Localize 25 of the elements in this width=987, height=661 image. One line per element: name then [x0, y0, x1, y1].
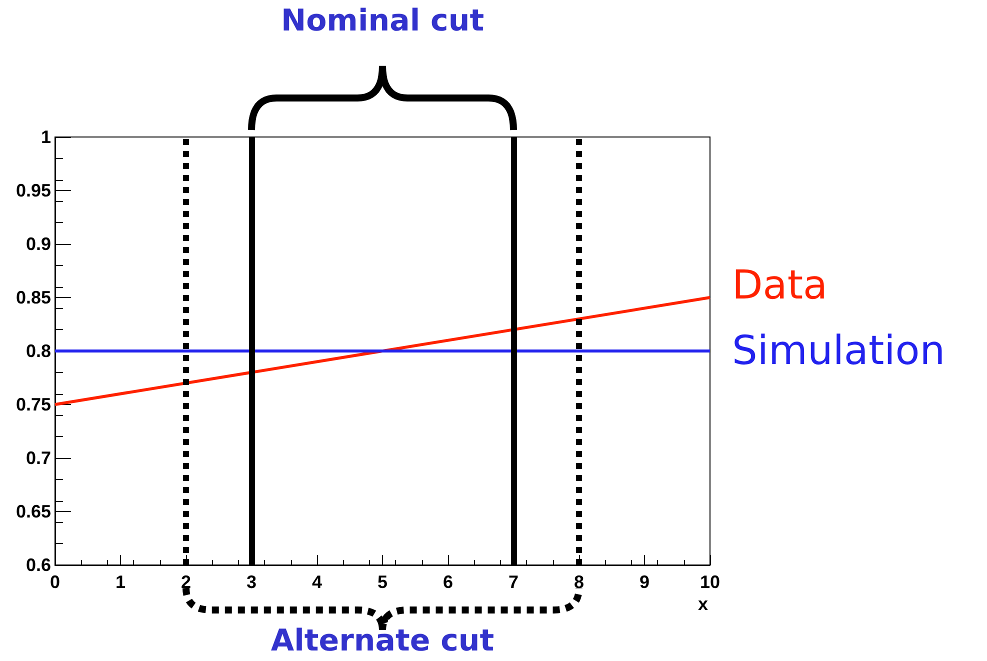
y-tick-label: 0.8 [26, 341, 51, 361]
y-tick-label: 0.85 [16, 288, 51, 308]
y-tick-label: 0.9 [26, 234, 51, 254]
y-tick-label: 0.7 [26, 448, 51, 468]
x-tick-label: 5 [377, 572, 388, 592]
y-tick-label: 0.65 [16, 502, 51, 522]
series-label: Simulation [732, 328, 946, 374]
x-tick-label: 8 [574, 572, 584, 592]
x-tick-label: 1 [115, 572, 126, 592]
y-tick-label: 0.75 [16, 394, 51, 414]
y-tick-label: 0.95 [16, 180, 51, 200]
series-label: Data [732, 262, 828, 308]
x-tick-label: 10 [700, 572, 720, 592]
x-tick-label: 6 [442, 572, 454, 592]
text: Alternate cut [270, 624, 494, 658]
x-tick-label: 7 [508, 572, 519, 592]
x-tick-label: 4 [312, 572, 322, 592]
x-tick-label: 0 [50, 572, 60, 592]
x-tick-label: 2 [180, 572, 192, 592]
y-tick-label: 1 [40, 127, 51, 147]
x-tick-label: 3 [246, 572, 257, 592]
x-axis-title: x [698, 594, 708, 614]
text: Nominal cut [280, 4, 484, 38]
x-tick-label: 9 [639, 572, 650, 592]
y-tick-label: 0.6 [26, 555, 51, 575]
